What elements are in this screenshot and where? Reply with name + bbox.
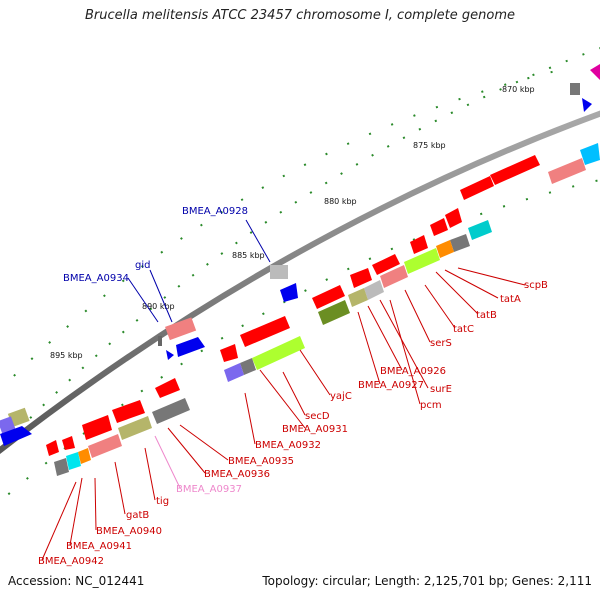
gene-feature bbox=[350, 268, 372, 288]
gene-label-sers[interactable]: serS bbox=[430, 338, 452, 349]
gene-feature bbox=[78, 448, 91, 464]
gene-label-tig[interactable]: tig bbox=[156, 496, 169, 507]
gene-feature bbox=[176, 337, 205, 357]
gene-label-bmea-a0926[interactable]: BMEA_A0926 bbox=[380, 366, 446, 377]
genome-summary-text: Topology: circular; Length: 2,125,701 bp… bbox=[262, 574, 592, 588]
gene-label-sure[interactable]: surE bbox=[430, 384, 452, 395]
leader-lines bbox=[41, 219, 526, 561]
gene-feature bbox=[364, 280, 384, 300]
gene-feature bbox=[7, 407, 30, 428]
gene-feature bbox=[318, 300, 350, 325]
gene-feature bbox=[46, 440, 59, 456]
gene-feature bbox=[490, 155, 540, 185]
gene-feature bbox=[220, 344, 238, 362]
gene-feature bbox=[468, 220, 492, 240]
gene-feature bbox=[590, 64, 600, 80]
gene-label-gatb[interactable]: gatB bbox=[126, 510, 149, 521]
gene-feature bbox=[450, 234, 470, 252]
gene-feature bbox=[348, 288, 368, 307]
gene-feature bbox=[372, 254, 400, 275]
chromosome-backbone bbox=[0, 110, 600, 455]
tick-label: 885 kbp bbox=[232, 251, 265, 260]
gene-feature bbox=[548, 158, 586, 184]
gene-feature bbox=[155, 378, 180, 398]
gene-label-bmea-a0936[interactable]: BMEA_A0936 bbox=[204, 469, 270, 480]
gene-feature bbox=[404, 248, 440, 274]
map-title: Brucella melitensis ATCC 23457 chromosom… bbox=[84, 8, 516, 23]
gene-label-bmea-a0934[interactable]: BMEA_A0934 bbox=[63, 273, 129, 284]
gene-label-bmea-a0935[interactable]: BMEA_A0935 bbox=[228, 456, 294, 467]
gene-feature bbox=[240, 316, 290, 347]
gene-feature bbox=[445, 208, 462, 228]
gene-feature bbox=[570, 83, 580, 95]
gene-feature bbox=[280, 283, 298, 302]
gene-feature bbox=[66, 452, 81, 470]
gene-feature bbox=[582, 98, 592, 112]
gene-feature bbox=[152, 398, 190, 424]
gene-label-tatb[interactable]: tatB bbox=[476, 310, 497, 321]
gene-feature bbox=[54, 458, 69, 476]
gene-feature bbox=[436, 240, 454, 258]
gene-label-bmea-a0941[interactable]: BMEA_A0941 bbox=[66, 541, 132, 552]
gene-feature bbox=[62, 436, 75, 450]
gene-feature bbox=[580, 143, 600, 165]
tick-label: 895 kbp bbox=[50, 351, 83, 360]
gene-label-tatc[interactable]: tatC bbox=[453, 324, 474, 335]
gene-label-gid[interactable]: gid bbox=[135, 260, 150, 271]
gene-feature bbox=[224, 363, 244, 382]
gene-label-bmea-a0937[interactable]: BMEA_A0937 bbox=[176, 484, 242, 495]
gene-label-bmea-a0927[interactable]: BMEA_A0927 bbox=[358, 380, 424, 391]
gene-label-secd[interactable]: secD bbox=[305, 411, 330, 422]
gene-feature bbox=[88, 434, 122, 458]
tick-label: 870 kbp bbox=[502, 85, 535, 94]
outer-dotted-arc bbox=[0, 47, 600, 451]
gene-feature bbox=[460, 176, 494, 200]
reverse-strand-genes bbox=[0, 98, 600, 476]
gene-feature bbox=[240, 358, 256, 375]
gene-label-scpb[interactable]: scpB bbox=[524, 280, 548, 291]
gene-label-pcm[interactable]: pcm bbox=[420, 400, 442, 411]
tick-label: 875 kbp bbox=[413, 141, 446, 150]
gene-label-yajc[interactable]: yajC bbox=[330, 391, 352, 402]
gene-label-bmea-a0940[interactable]: BMEA_A0940 bbox=[96, 526, 162, 537]
gene-feature bbox=[312, 285, 345, 309]
gene-label-bmea-a0928[interactable]: BMEA_A0928 bbox=[182, 206, 248, 217]
tick-label: 880 kbp bbox=[324, 197, 357, 206]
gene-feature bbox=[0, 416, 16, 435]
gene-feature bbox=[166, 350, 174, 360]
gene-label-bmea-a0942[interactable]: BMEA_A0942 bbox=[38, 556, 104, 567]
gene-feature bbox=[430, 218, 448, 236]
gene-feature bbox=[270, 265, 288, 279]
gene-feature bbox=[112, 400, 145, 423]
gene-feature bbox=[410, 235, 428, 254]
gene-label-bmea-a0932[interactable]: BMEA_A0932 bbox=[255, 440, 321, 451]
gene-feature bbox=[0, 426, 32, 446]
gene-feature bbox=[380, 265, 408, 288]
gene-feature bbox=[158, 336, 162, 346]
forward-strand-genes bbox=[0, 64, 600, 456]
gene-feature bbox=[165, 317, 197, 341]
gene-feature bbox=[118, 416, 152, 440]
gene-feature bbox=[252, 336, 305, 370]
gene-feature bbox=[82, 415, 112, 440]
gene-label-bmea-a0931[interactable]: BMEA_A0931 bbox=[282, 424, 348, 435]
gene-label-tata[interactable]: tatA bbox=[500, 294, 521, 305]
accession-text: Accession: NC_012441 bbox=[8, 574, 145, 588]
tick-label: 890 kbp bbox=[142, 302, 175, 311]
